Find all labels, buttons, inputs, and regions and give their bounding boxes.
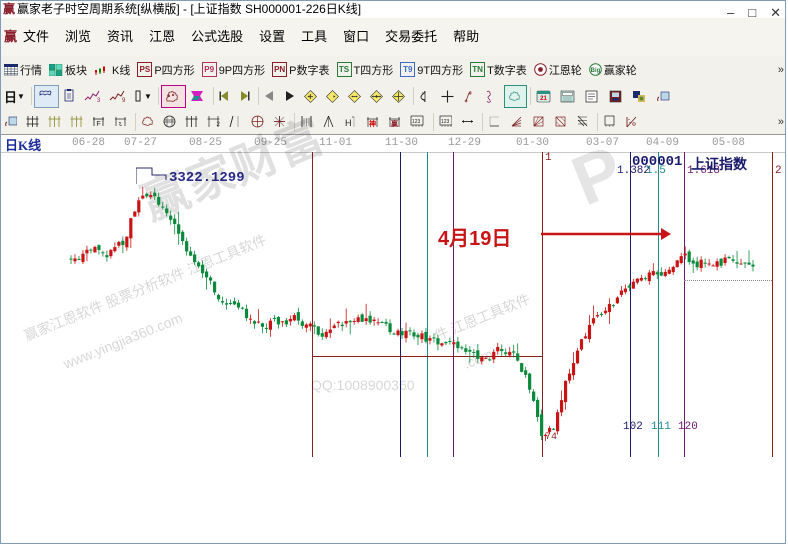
svg-text:3: 3 [97, 98, 100, 103]
svg-text:123: 123 [412, 119, 421, 125]
svg-text:2: 2 [217, 122, 221, 128]
svg-text:Big: Big [590, 68, 600, 74]
svg-text:神: 神 [369, 119, 376, 128]
svg-text:赢: 赢 [391, 119, 398, 128]
svg-text:H: H [345, 118, 352, 128]
svg-text:F: F [96, 121, 100, 128]
svg-text:21: 21 [540, 96, 547, 102]
svg-text:9: 9 [122, 98, 125, 103]
svg-text:123: 123 [441, 119, 450, 125]
